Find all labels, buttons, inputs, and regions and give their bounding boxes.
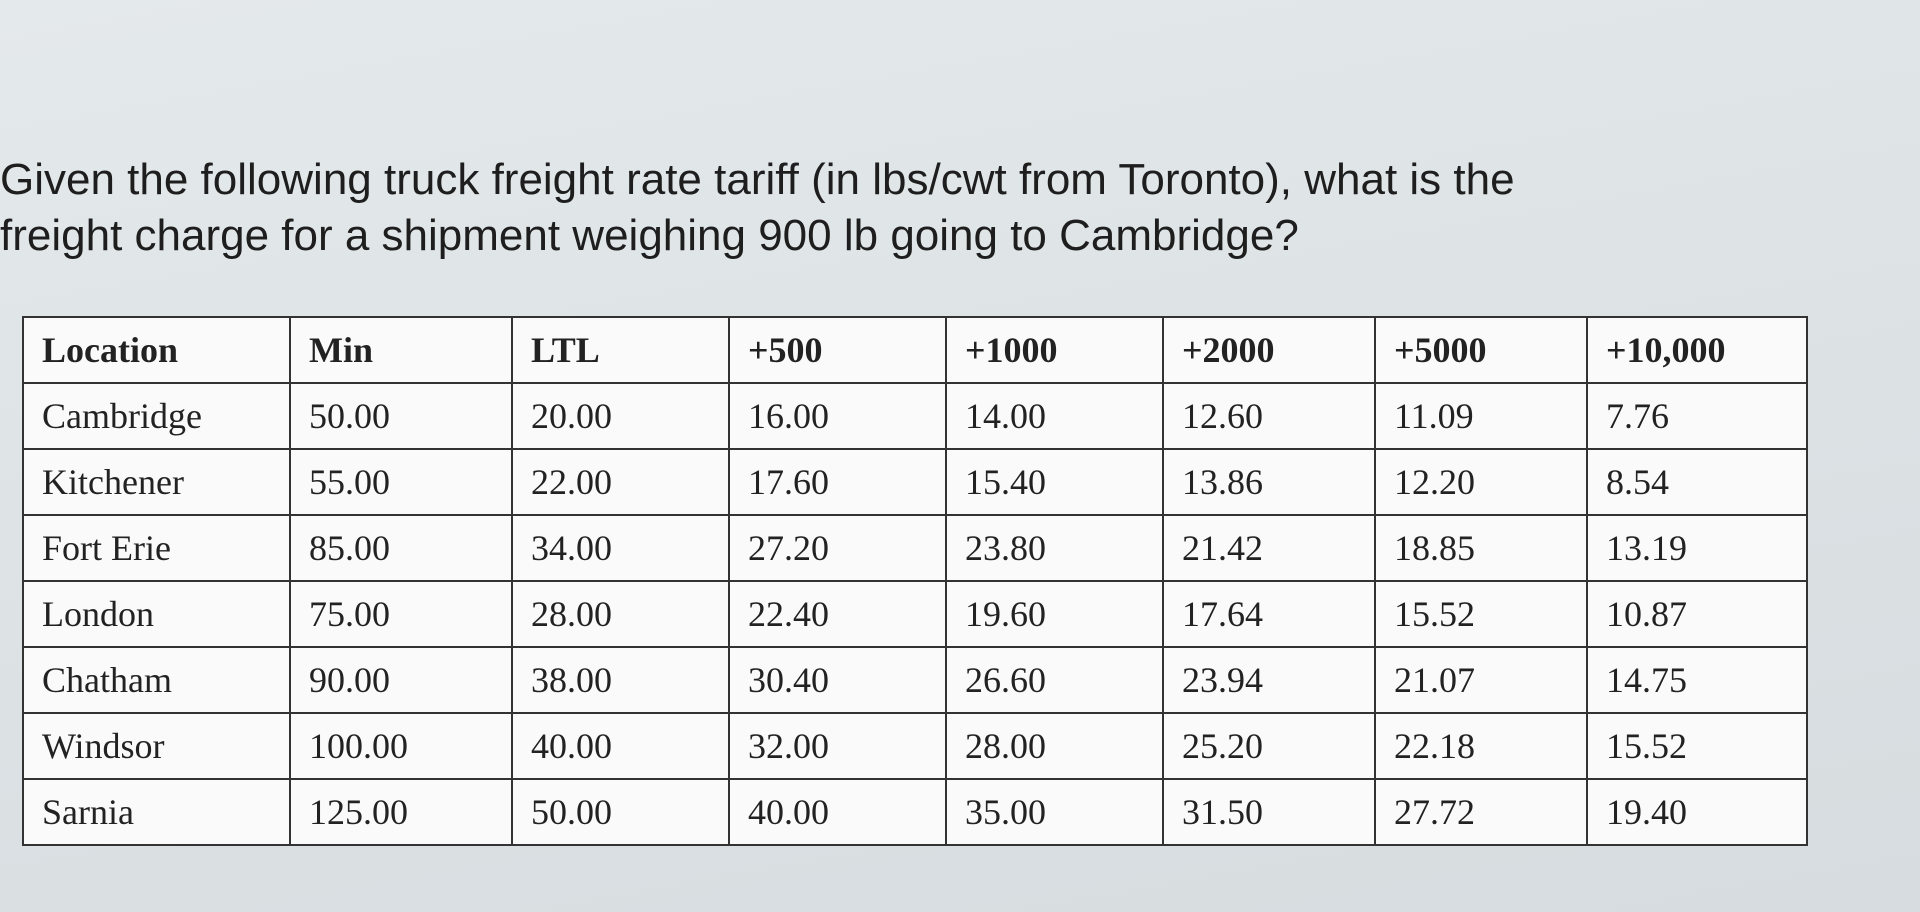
table-cell: 22.00 <box>511 448 730 516</box>
table-cell: 35.00 <box>945 778 1164 846</box>
header-row: Location Min LTL +500 +1000 +2000 +5000 +10,000 <box>22 316 1808 384</box>
table-cell: 40.00 <box>728 778 947 846</box>
table-cell: 17.64 <box>1162 580 1376 648</box>
table-cell: 23.94 <box>1162 646 1376 714</box>
tariff-table: Location Min LTL +500 +1000 +2000 +5000 +10,000… <box>22 316 1808 846</box>
table-row: Chatham 90.00 38.00 30.40 26.60 23.94 21.07 14.… <box>22 646 1808 714</box>
table-cell: 38.00 <box>511 646 730 714</box>
table-cell: 17.60 <box>728 448 947 516</box>
header-cell: +2000 <box>1162 316 1376 384</box>
table-cell: 20.00 <box>511 382 730 450</box>
table-cell: 19.40 <box>1586 778 1808 846</box>
header-cell: Min <box>289 316 513 384</box>
table-cell: 12.20 <box>1374 448 1588 516</box>
table-cell: 25.20 <box>1162 712 1376 780</box>
table-row: Kitchener 55.00 22.00 17.60 15.40 13.86 12.20 8… <box>22 448 1808 516</box>
table-cell: 10.87 <box>1586 580 1808 648</box>
table-row: London 75.00 28.00 22.40 19.60 17.64 15.52 10.8… <box>22 580 1808 648</box>
question-line: Given the following truck freight rate t… <box>0 155 1515 204</box>
table-cell: Sarnia <box>22 778 291 846</box>
table-cell: 22.18 <box>1374 712 1588 780</box>
table-cell: 22.40 <box>728 580 947 648</box>
table-cell: 90.00 <box>289 646 513 714</box>
table-cell: 15.52 <box>1586 712 1808 780</box>
table-row: Sarnia 125.00 50.00 40.00 35.00 31.50 27.72 19.… <box>22 778 1808 846</box>
table-row: Fort Erie 85.00 34.00 27.20 23.80 21.42 18.85 1… <box>22 514 1808 582</box>
table-cell: 27.72 <box>1374 778 1588 846</box>
table-cell: 13.19 <box>1586 514 1808 582</box>
header-cell: +5000 <box>1374 316 1588 384</box>
table-cell: 100.00 <box>289 712 513 780</box>
table-cell: Kitchener <box>22 448 291 516</box>
table-cell: 55.00 <box>289 448 513 516</box>
table-cell: 26.60 <box>945 646 1164 714</box>
table-cell: 125.00 <box>289 778 513 846</box>
table-cell: 28.00 <box>945 712 1164 780</box>
table-cell: 23.80 <box>945 514 1164 582</box>
table-cell: 14.75 <box>1586 646 1808 714</box>
table-cell: 21.07 <box>1374 646 1588 714</box>
table-cell: 50.00 <box>289 382 513 450</box>
table-cell: Fort Erie <box>22 514 291 582</box>
header-cell: Location <box>22 316 291 384</box>
table-cell: 32.00 <box>728 712 947 780</box>
table-cell: 16.00 <box>728 382 947 450</box>
table-cell: 15.52 <box>1374 580 1588 648</box>
header-cell: +500 <box>728 316 947 384</box>
question-line: freight charge for a shipment weighing 9… <box>0 211 1299 260</box>
table-cell: 28.00 <box>511 580 730 648</box>
table-cell: 40.00 <box>511 712 730 780</box>
header-cell: +1000 <box>945 316 1164 384</box>
table-cell: 18.85 <box>1374 514 1588 582</box>
table-cell: 31.50 <box>1162 778 1376 846</box>
table-row: Cambridge 50.00 20.00 16.00 14.00 12.60 11.09 7… <box>22 382 1808 450</box>
table-cell: 30.40 <box>728 646 947 714</box>
table-cell: Cambridge <box>22 382 291 450</box>
header-cell: +10,000 <box>1586 316 1808 384</box>
table-cell: 34.00 <box>511 514 730 582</box>
table-cell: 85.00 <box>289 514 513 582</box>
table-cell: 7.76 <box>1586 382 1808 450</box>
table-cell: 19.60 <box>945 580 1164 648</box>
header-cell: LTL <box>511 316 730 384</box>
table-row: Windsor 100.00 40.00 32.00 28.00 25.20 22.18 15… <box>22 712 1808 780</box>
table-cell: 75.00 <box>289 580 513 648</box>
table-cell: 50.00 <box>511 778 730 846</box>
table-cell: 27.20 <box>728 514 947 582</box>
table-cell: 8.54 <box>1586 448 1808 516</box>
question: Given the following truck freight rate t… <box>0 152 1515 264</box>
table-cell: 14.00 <box>945 382 1164 450</box>
table-cell: 12.60 <box>1162 382 1376 450</box>
table-cell: 21.42 <box>1162 514 1376 582</box>
table-cell: Windsor <box>22 712 291 780</box>
table-cell: 11.09 <box>1374 382 1588 450</box>
table-cell: Chatham <box>22 646 291 714</box>
table-cell: 15.40 <box>945 448 1164 516</box>
table-cell: 13.86 <box>1162 448 1376 516</box>
table-cell: London <box>22 580 291 648</box>
